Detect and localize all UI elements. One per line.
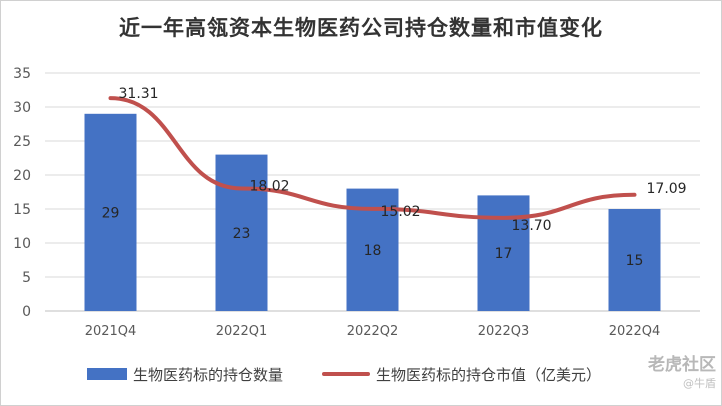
line-data-label: 13.70 [512,218,552,234]
bar-data-label: 29 [102,205,120,221]
watermark-text: 老虎社区 [648,355,716,375]
series-line [108,96,637,220]
chart-title: 近一年高瓴资本生物医药公司持仓数量和市值变化 [119,15,603,40]
line-data-label: 17.09 [647,181,687,197]
bar-data-label: 17 [495,246,513,262]
bar-series: 29 23 18 17 15 [84,113,661,311]
line-data-label: 31.31 [119,86,159,102]
y-tick-label: 35 [13,66,31,82]
bar [477,195,530,311]
bar [608,209,661,311]
bar [215,154,268,311]
legend-label-line: 生物医药标的持仓市值（亿美元） [376,366,601,384]
x-axis: 2021Q4 2022Q1 2022Q2 2022Q3 2022Q4 [85,324,661,339]
bar-data-label: 18 [364,243,382,259]
line-data-label: 18.02 [250,178,290,194]
y-tick-label: 20 [13,168,31,184]
y-tick-label: 25 [13,134,31,150]
x-tick-label: 2022Q4 [609,324,661,339]
x-tick-label: 2022Q1 [216,324,268,339]
y-axis: 0 5 10 15 20 25 30 35 [13,66,31,320]
legend: 生物医药标的持仓数量 生物医药标的持仓市值（亿美元） [87,366,601,384]
x-tick-label: 2022Q2 [347,324,399,339]
x-tick-label: 2021Q4 [85,324,137,339]
bar [84,113,137,311]
watermark: 老虎社区 @牛盾 [648,350,716,391]
y-tick-label: 30 [13,100,31,116]
bar-data-label: 15 [626,253,644,269]
legend-swatch-bar [87,368,127,380]
y-tick-label: 15 [13,202,31,218]
y-tick-label: 5 [22,270,31,286]
x-tick-label: 2022Q3 [478,324,530,339]
line-data-label: 15.02 [381,204,421,220]
line-series: 31.31 18.02 15.02 13.70 17.09 [108,86,687,234]
y-tick-label: 10 [13,236,31,252]
legend-label-bar: 生物医药标的持仓数量 [133,366,283,384]
watermark-sub: @牛盾 [683,377,716,390]
bar-data-label: 23 [233,226,251,242]
y-tick-label: 0 [22,304,31,320]
